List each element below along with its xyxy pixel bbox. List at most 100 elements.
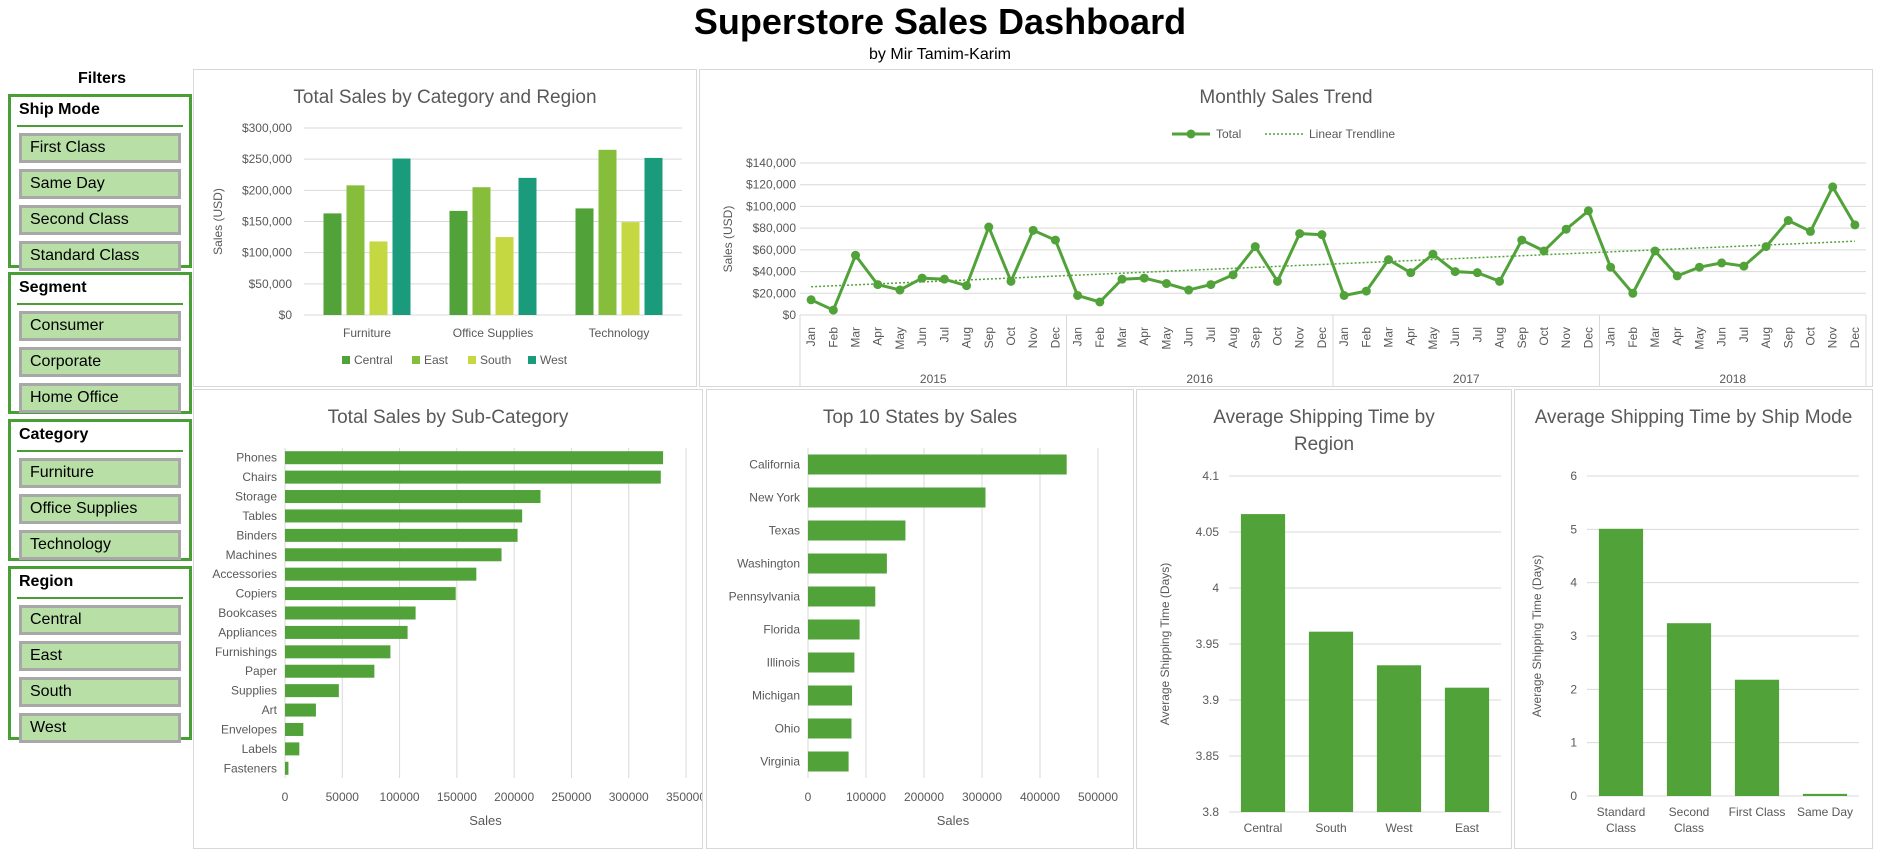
slicer-item-consumer[interactable]: Consumer xyxy=(19,311,181,341)
y-tick-label: Binders xyxy=(236,528,277,542)
legend-swatch xyxy=(412,356,420,364)
y-tick-label: 6 xyxy=(1570,469,1577,483)
data-point xyxy=(1805,226,1815,236)
data-point xyxy=(939,274,949,284)
x-tick-label: West xyxy=(1385,821,1413,835)
x-tick-label-month: Apr xyxy=(871,327,885,346)
x-tick-label-month: Jun xyxy=(1448,327,1462,346)
legend-swatch xyxy=(342,356,350,364)
slicer-item-corporate[interactable]: Corporate xyxy=(19,347,181,377)
x-tick-label-month: Jun xyxy=(1715,327,1729,346)
data-point xyxy=(1850,220,1860,230)
bar xyxy=(808,553,887,574)
y-tick-label: California xyxy=(749,458,800,472)
bar xyxy=(285,625,408,639)
data-point xyxy=(1117,274,1127,284)
y-tick-label: 3.9 xyxy=(1202,693,1219,707)
x-tick-label: 150000 xyxy=(437,790,477,804)
x-tick-label-month: Aug xyxy=(1493,327,1507,348)
chart-ship-region: Average Shipping Time by Region 3.8 3.85 3.9… xyxy=(1158,407,1501,835)
y-tick-label: $100,000 xyxy=(746,199,796,213)
x-tick-label: East xyxy=(1455,821,1480,835)
page-subtitle: by Mir Tamim-Karim xyxy=(869,46,1011,63)
data-point xyxy=(1228,270,1238,280)
x-tick-label: Class xyxy=(1606,821,1636,835)
slicer-item-office-supplies[interactable]: Office Supplies xyxy=(19,494,181,524)
x-tick-label-month: Jul xyxy=(937,327,951,342)
slicer-item-south[interactable]: South xyxy=(19,677,181,707)
x-tick-label-month: Apr xyxy=(1137,327,1151,346)
slicer-item-first-class[interactable]: First Class xyxy=(19,133,181,163)
y-tick-label: 4.1 xyxy=(1202,469,1219,483)
x-tick-label-month: Sep xyxy=(1781,327,1795,349)
data-point xyxy=(1184,285,1194,295)
slicer-item-home-office[interactable]: Home Office xyxy=(19,383,181,413)
data-point xyxy=(1517,235,1527,245)
chart-title: Average Shipping Time by xyxy=(1213,407,1435,428)
x-tick-label-month: Sep xyxy=(1248,327,1262,349)
bar xyxy=(285,684,339,698)
y-tick-label: Supplies xyxy=(231,684,277,698)
data-point xyxy=(1139,273,1149,283)
x-tick-label-year: 2018 xyxy=(1719,372,1746,386)
data-point xyxy=(1361,286,1371,296)
chart-title: Monthly Sales Trend xyxy=(1199,87,1372,108)
x-tick-label-year: 2015 xyxy=(920,372,947,386)
legend-swatch xyxy=(468,356,476,364)
slicer-item-furniture[interactable]: Furniture xyxy=(19,458,181,488)
legend-label: West xyxy=(540,353,568,367)
bar xyxy=(808,487,986,508)
x-tick-label: First Class xyxy=(1729,805,1786,819)
y-tick-label: $200,000 xyxy=(242,183,292,197)
data-point xyxy=(1583,206,1593,216)
slicer-item-central[interactable]: Central xyxy=(19,605,181,635)
y-tick-label: Washington xyxy=(737,557,800,571)
y-tick-label: Ohio xyxy=(775,722,801,736)
bar xyxy=(285,722,304,736)
bar xyxy=(285,567,477,581)
y-axis-label: Sales (USD) xyxy=(721,206,735,273)
slicer-item-standard-class[interactable]: Standard Class xyxy=(19,241,181,271)
x-tick-label: Furniture xyxy=(343,326,391,340)
x-tick-label: Office Supplies xyxy=(453,326,534,340)
bar xyxy=(808,454,1067,475)
y-tick-label: 5 xyxy=(1570,522,1577,536)
slicer-item-west[interactable]: West xyxy=(19,713,181,743)
x-tick-label-month: Nov xyxy=(1826,327,1840,348)
bar xyxy=(1308,631,1354,812)
y-tick-label: 3 xyxy=(1570,629,1577,643)
y-tick-label: Phones xyxy=(236,451,277,465)
x-tick-label-month: Feb xyxy=(1626,327,1640,348)
bar xyxy=(808,718,852,739)
data-point xyxy=(828,305,838,315)
panel-category-region: Total Sales by Category and Region $0 $50,… xyxy=(193,69,697,387)
y-tick-label: Tables xyxy=(242,509,277,523)
legend-label: Linear Trendline xyxy=(1309,127,1395,141)
legend-label: South xyxy=(480,353,511,367)
x-tick-label-month: Aug xyxy=(1226,327,1240,348)
y-tick-label: $150,000 xyxy=(242,215,292,229)
bar xyxy=(1802,793,1848,796)
data-point xyxy=(1495,276,1505,286)
slicer-ship-mode: Ship Mode First Class Same Day Second Class… xyxy=(8,94,192,271)
slicer-item-technology[interactable]: Technology xyxy=(19,530,181,560)
x-tick-label-month: Oct xyxy=(1270,326,1284,345)
x-tick-label-year: 2017 xyxy=(1453,372,1480,386)
y-tick-label: Michigan xyxy=(752,689,800,703)
x-tick-label-month: Oct xyxy=(1803,326,1817,345)
panel-states: Top 10 States by Sales 0 100000 200000 30000… xyxy=(706,389,1134,849)
x-tick-label-month: Aug xyxy=(960,327,974,348)
y-tick-label: $250,000 xyxy=(242,152,292,166)
y-tick-label: Fasteners xyxy=(224,761,277,775)
x-tick-label-month: Nov xyxy=(1559,327,1573,348)
x-tick-label-month: Mar xyxy=(1648,327,1662,348)
x-tick-label: 500000 xyxy=(1078,790,1118,804)
slicer-item-same-day[interactable]: Same Day xyxy=(19,169,181,199)
y-tick-label: Furnishings xyxy=(215,645,277,659)
panel-ship-mode: Average Shipping Time by Ship Mode 0 1 2 3 4 5… xyxy=(1514,389,1873,849)
chart-category-region: Total Sales by Category and Region $0 $50,… xyxy=(211,87,682,367)
slicer-item-second-class[interactable]: Second Class xyxy=(19,205,181,235)
y-axis-label: Sales (USD) xyxy=(211,188,225,255)
slicer-item-east[interactable]: East xyxy=(19,641,181,671)
y-tick-label: $100,000 xyxy=(242,246,292,260)
